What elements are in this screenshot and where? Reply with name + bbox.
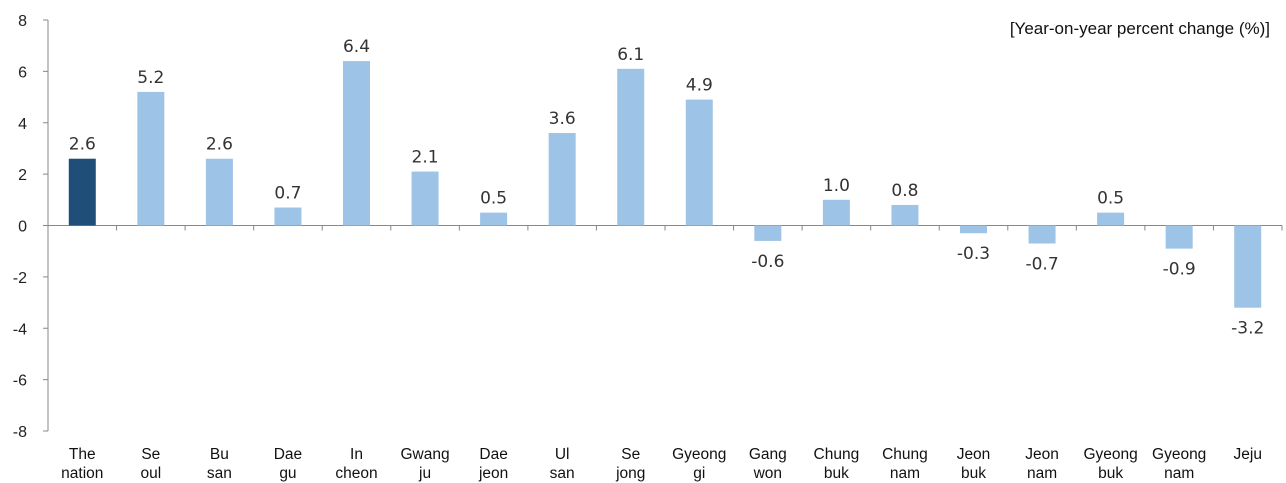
category-label: Jeon	[1025, 446, 1059, 463]
category-label: nam	[1027, 465, 1057, 482]
bar	[274, 207, 302, 226]
unit-label: [Year-on-year percent change (%)]	[1010, 19, 1270, 38]
category-label: Dae	[274, 446, 302, 463]
category-label: Bu	[210, 446, 229, 463]
data-label: -0.9	[1163, 260, 1196, 280]
category-label: Jeon	[957, 446, 991, 463]
data-label: 5.2	[137, 68, 164, 88]
category-label: jong	[615, 465, 645, 482]
category-label: won	[753, 465, 782, 482]
bar	[960, 225, 987, 234]
bar	[411, 171, 439, 226]
category-label: cheon	[335, 465, 377, 482]
category-label: Dae	[479, 446, 507, 463]
y-tick-label: 4	[18, 116, 27, 133]
category-label: buk	[961, 465, 986, 482]
y-tick-label: -6	[13, 373, 27, 390]
category-label: Gwang	[400, 446, 449, 463]
bar	[685, 99, 713, 226]
category-label: Gyeong	[672, 446, 726, 463]
category-label: ju	[418, 465, 431, 482]
bar	[548, 133, 576, 226]
y-tick-label: 2	[18, 167, 27, 184]
data-label: 6.1	[617, 45, 644, 65]
category-label: Se	[141, 446, 160, 463]
bar	[1028, 225, 1056, 244]
bar	[480, 212, 508, 226]
category-label: san	[550, 465, 575, 482]
category-label: Se	[621, 446, 640, 463]
data-label: 6.4	[343, 37, 370, 57]
category-label: Jeju	[1234, 446, 1262, 463]
data-label: 2.6	[69, 135, 96, 155]
category-label: nation	[61, 465, 103, 482]
bar	[891, 204, 919, 226]
y-tick-label: 0	[18, 219, 27, 236]
category-label: buk	[824, 465, 849, 482]
bar	[822, 199, 850, 226]
data-label: 4.9	[686, 76, 713, 96]
data-label: 2.6	[206, 135, 233, 155]
data-label: 0.5	[1097, 189, 1124, 209]
data-label: 0.5	[480, 189, 507, 209]
bar	[343, 61, 370, 226]
bar	[617, 68, 645, 226]
y-tick-label: -2	[13, 270, 27, 287]
bar	[68, 158, 96, 226]
category-label: In	[350, 446, 363, 463]
bar	[1234, 225, 1262, 308]
bar	[754, 225, 782, 241]
category-label: Gyeong	[1083, 446, 1137, 463]
category-label: Gang	[749, 446, 787, 463]
category-label: buk	[1098, 465, 1123, 482]
category-label: san	[207, 465, 232, 482]
bar	[137, 91, 165, 226]
category-label: gi	[693, 465, 705, 482]
data-label: -0.3	[957, 244, 990, 264]
data-label: -3.2	[1231, 319, 1264, 339]
data-label: 3.6	[549, 109, 576, 129]
y-tick-label: -8	[13, 424, 27, 441]
bar	[1165, 225, 1193, 249]
data-label: 2.1	[412, 148, 439, 168]
category-label: oul	[140, 465, 161, 482]
category-label: gu	[279, 465, 296, 482]
y-tick-label: 6	[18, 64, 27, 81]
y-tick-label: -4	[13, 321, 27, 338]
category-label: nam	[890, 465, 920, 482]
bar	[205, 158, 233, 226]
category-label: Chung	[814, 446, 860, 463]
data-label: 1.0	[823, 176, 850, 196]
data-label: 0.8	[891, 181, 918, 201]
category-label: Chung	[882, 446, 928, 463]
category-label: Ul	[555, 446, 570, 463]
category-label: jeon	[478, 465, 508, 482]
category-label: The	[69, 446, 96, 463]
y-tick-label: 8	[18, 13, 27, 30]
data-label: -0.7	[1025, 254, 1058, 274]
data-label: -0.6	[751, 252, 784, 272]
category-label: Gyeong	[1152, 446, 1206, 463]
data-label: 0.7	[274, 184, 301, 204]
category-label: nam	[1164, 465, 1194, 482]
bar	[1097, 212, 1125, 226]
